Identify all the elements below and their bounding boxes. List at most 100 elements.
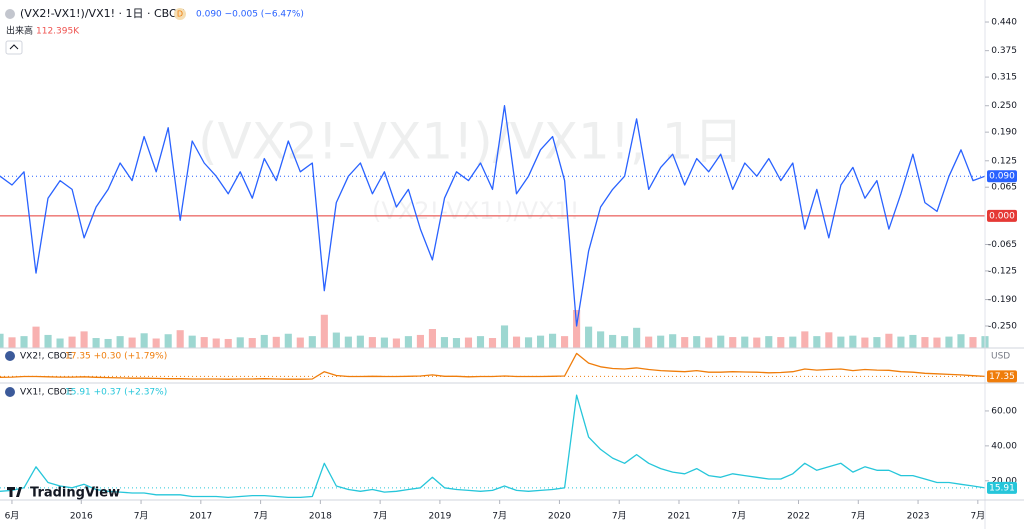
series-name[interactable]: VX2!, CBOE	[20, 352, 73, 362]
volume-bar	[621, 336, 629, 348]
volume-bar	[476, 336, 485, 348]
volume-bar	[464, 337, 473, 348]
time-label: 7月	[612, 511, 627, 522]
time-label: 7月	[253, 511, 268, 522]
y-tick-label: 20.00	[991, 476, 1017, 486]
flag-icon	[5, 387, 15, 397]
volume-bar	[729, 337, 737, 348]
volume-bar	[885, 333, 893, 348]
y-tick-label: 60.00	[991, 406, 1017, 416]
panes	[0, 105, 989, 499]
volume-bar	[296, 337, 304, 348]
time-label: 7月	[492, 511, 507, 522]
y-tick-label: -0.065	[988, 240, 1017, 250]
volume-bar	[873, 337, 881, 348]
volume-bar	[32, 326, 40, 348]
volume-bar	[116, 336, 124, 348]
time-label: 2021	[668, 512, 691, 522]
time-label: 7月	[731, 511, 746, 522]
time-label: 6月	[5, 511, 20, 522]
collapse-icon	[9, 44, 19, 50]
volume-bar	[260, 334, 268, 348]
volume-bar	[452, 338, 461, 348]
volume-bar	[200, 337, 208, 348]
interval-badge	[174, 8, 186, 20]
y-tick-label: -0.125	[988, 266, 1017, 276]
volume-bar	[140, 333, 148, 348]
watermark-sub: (VX2!-VX1!)/VX1!	[372, 197, 579, 225]
last-price-box	[987, 481, 1017, 494]
volume-bar	[308, 336, 316, 348]
symbol-icon	[5, 9, 15, 19]
y-tick-label: 0.065	[991, 183, 1017, 193]
volume-bar	[356, 335, 364, 348]
volume-bar	[969, 337, 977, 348]
zero-label: 0.000	[989, 211, 1015, 221]
volume-bar	[861, 337, 869, 348]
volume-bar	[128, 337, 136, 348]
volume-bar	[741, 336, 749, 348]
volume-bar	[801, 331, 809, 348]
y-tick-label: 40.00	[991, 441, 1017, 451]
volume-bar	[561, 336, 569, 348]
time-label: 7月	[134, 511, 149, 522]
volume-bar	[320, 314, 328, 348]
y-tick-label: -0.190	[988, 295, 1017, 305]
time-label: 2019	[428, 512, 451, 522]
price-line	[0, 105, 986, 327]
interval-text: D	[177, 10, 183, 19]
y-tick-label: 0.190	[991, 128, 1017, 138]
time-label: 7月	[970, 511, 985, 522]
volume-bar	[344, 336, 352, 348]
time-label: 2020	[548, 512, 571, 522]
volume-bar	[765, 336, 773, 348]
volume-bar	[500, 325, 509, 348]
volume-bar	[813, 336, 821, 348]
volume-bar	[44, 334, 52, 348]
volume-bar	[524, 337, 533, 348]
y-tick-label: 0.315	[991, 73, 1017, 83]
volume-bar	[68, 336, 76, 348]
flag-icon	[5, 351, 15, 361]
volume-bar	[633, 327, 641, 348]
series-values: 17.35 +0.30 (+1.79%)	[65, 352, 167, 362]
volume-bar	[945, 336, 953, 348]
y-tick-label: 0.375	[991, 46, 1017, 56]
time-label: 2018	[309, 512, 332, 522]
volume-bar	[92, 338, 100, 348]
volume-name: 出来高	[6, 25, 33, 37]
volume-bar	[609, 334, 617, 348]
volume-bar	[645, 336, 653, 348]
volume-bar	[368, 337, 376, 348]
volume-bar	[909, 334, 917, 348]
volume-bar	[104, 338, 112, 348]
volume-bar	[176, 330, 184, 348]
series-name[interactable]: VX1!, CBOE	[20, 388, 73, 398]
volume-bar	[549, 333, 557, 348]
price-line	[0, 394, 986, 499]
volume-bar	[20, 336, 28, 348]
collapse-button[interactable]	[5, 40, 23, 55]
volume-bar	[428, 329, 436, 348]
volume-bar	[164, 334, 172, 348]
volume-bar	[585, 326, 593, 348]
volume-bar	[657, 335, 665, 348]
brand-logo	[7, 487, 22, 497]
volume-bar	[404, 336, 412, 348]
volume-bar	[573, 310, 581, 348]
volume-bar	[849, 335, 857, 348]
legend-values: 0.090 −0.005 (−6.47%)	[196, 10, 304, 20]
y-tick-label: -0.250	[988, 321, 1017, 331]
volume-bar	[837, 336, 845, 348]
brand-name[interactable]: TradingView	[30, 486, 120, 501]
volume-bar	[440, 337, 449, 348]
volume-bar	[597, 331, 605, 348]
symbol-title[interactable]: (VX2!-VX1!)/VX1! · 1日 · CBOE	[20, 7, 185, 20]
volume-bar	[416, 334, 424, 348]
volume-bar	[681, 337, 689, 348]
volume-bar	[693, 336, 701, 348]
series-values: 15.91 +0.37 (+2.37%)	[65, 388, 167, 398]
volume-bar	[236, 337, 244, 348]
